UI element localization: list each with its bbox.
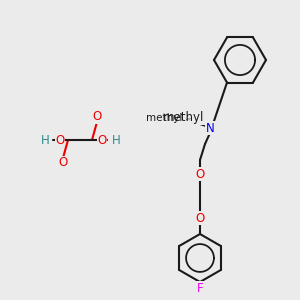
Text: methyl: methyl [186, 119, 191, 120]
Text: O: O [92, 110, 102, 124]
Text: H: H [112, 134, 121, 146]
Text: O: O [56, 134, 64, 146]
Text: O: O [98, 134, 106, 146]
Text: methyl: methyl [163, 112, 205, 124]
Text: O: O [195, 167, 205, 181]
Text: methyl: methyl [187, 118, 192, 119]
Text: methyl: methyl [146, 113, 182, 123]
Text: O: O [58, 157, 68, 169]
Text: O: O [195, 212, 205, 224]
Text: F: F [197, 281, 203, 295]
Text: H: H [41, 134, 50, 146]
Text: N: N [206, 122, 214, 134]
